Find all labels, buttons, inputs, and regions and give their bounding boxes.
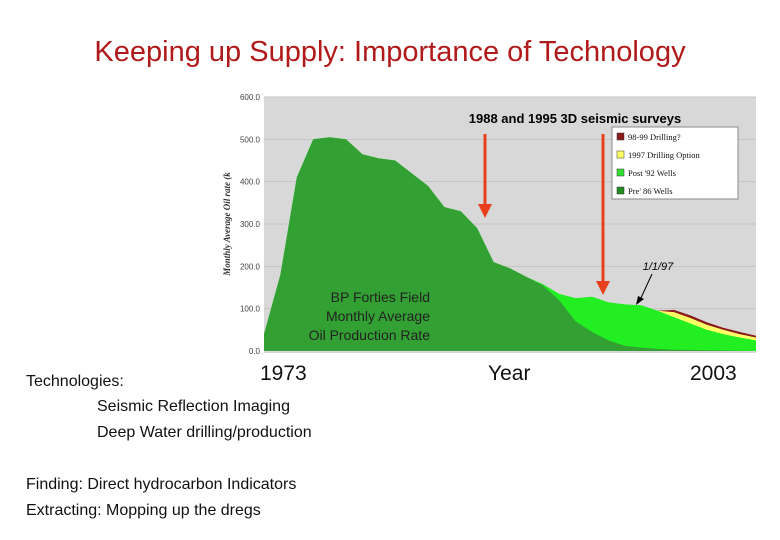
y-axis-title: Monthly Average Oil rate (k — [222, 172, 232, 277]
legend-item: 98-99 Drilling? — [628, 132, 681, 142]
legend-swatch — [616, 132, 625, 141]
survey-arrow-head — [596, 281, 610, 295]
legend-item: Post '92 Wells — [628, 168, 676, 178]
area-pre-86-wells — [264, 137, 756, 351]
finding-note: Finding: Direct hydrocarbon Indicators — [26, 476, 297, 493]
survey-arrow-head — [478, 204, 492, 218]
inset-line: Monthly Average — [325, 308, 430, 324]
technology-item: Deep Water drilling/production — [97, 424, 312, 441]
x-axis-title: Year — [488, 362, 531, 385]
extracting-note: Extracting: Mopping up the dregs — [26, 502, 261, 519]
slide-title: Keeping up Supply: Importance of Technol… — [94, 36, 686, 68]
y-tick-label: 100.0 — [240, 305, 261, 314]
date-marker-arrow-head — [636, 296, 644, 305]
y-tick-label: 400.0 — [240, 178, 261, 187]
y-tick-label: 300.0 — [240, 220, 261, 229]
legend-swatch — [616, 150, 625, 159]
legend-swatch — [616, 168, 625, 177]
technologies-heading: Technologies: — [26, 373, 124, 390]
technology-item: Seismic Reflection Imaging — [97, 398, 290, 415]
legend-item: 1997 Drilling Option — [628, 150, 701, 160]
y-tick-label: 0.0 — [249, 347, 261, 356]
y-tick-label: 200.0 — [240, 262, 261, 271]
inset-line: Oil Production Rate — [308, 327, 430, 343]
date-marker-label: 1/1/97 — [643, 261, 674, 273]
survey-label: 1988 and 1995 3D seismic surveys — [469, 111, 681, 126]
y-tick-label: 600.0 — [240, 93, 261, 102]
inset-line: BP Forties Field — [330, 289, 430, 305]
x-end-label: 2003 — [690, 362, 737, 385]
y-tick-label: 500.0 — [240, 135, 261, 144]
legend-swatch — [616, 186, 625, 195]
legend-item: Pre' 86 Wells — [628, 186, 673, 196]
chart-inset-label: BP Forties Field Monthly Average Oil Pro… — [270, 288, 430, 345]
x-start-label: 1973 — [260, 362, 307, 385]
legend-box — [611, 126, 739, 200]
date-marker-arrow — [639, 273, 653, 301]
